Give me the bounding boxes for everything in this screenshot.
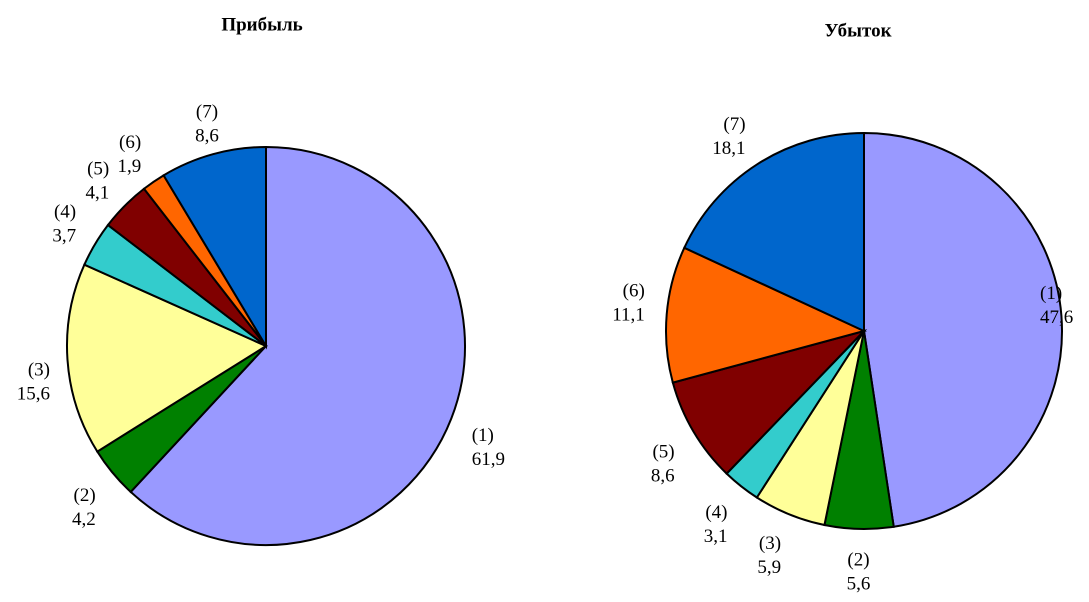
slice-value-label: 4,2	[72, 509, 96, 530]
slice-category: (6)	[623, 281, 645, 302]
slice-value-label: 1,9	[117, 156, 141, 177]
slice-value-label: 3,7	[52, 225, 76, 246]
slice-category: (1)	[472, 425, 494, 446]
chart-title: Прибыль	[221, 14, 302, 35]
pie-slice	[129, 145, 466, 546]
slice-value-label: 5,9	[757, 557, 781, 578]
slice-value-label: 4,1	[85, 183, 109, 204]
pie-slice	[682, 131, 865, 333]
slice-value-label: 61,9	[472, 449, 505, 470]
slice-value-label: 15,6	[17, 384, 50, 405]
pie-slice	[162, 145, 267, 350]
slice-value-label: 18,1	[712, 138, 745, 159]
pie-slice	[665, 246, 867, 384]
slice-value-label: 11,1	[612, 305, 645, 326]
slice-category: (4)	[705, 502, 727, 523]
slice-category: (3)	[759, 533, 781, 554]
slice-value-label: 8,6	[195, 125, 219, 146]
slice-value-label: 8,6	[651, 465, 675, 486]
slice-category: (2)	[847, 549, 869, 570]
pie-slice	[671, 329, 868, 476]
chart-title: Убыток	[824, 20, 891, 41]
pie-slice	[66, 263, 269, 453]
slice-value-label: 47,6	[1040, 307, 1073, 328]
slice-category: (5)	[87, 159, 109, 180]
slice-value-label: 3,1	[704, 526, 728, 547]
slice-category: (4)	[54, 201, 76, 222]
slice-category: (7)	[196, 101, 218, 122]
slice-category: (6)	[119, 132, 141, 153]
slice-category: (1)	[1040, 283, 1062, 304]
pie-slice	[863, 131, 1063, 528]
slice-category: (7)	[723, 114, 745, 135]
slice-category: (2)	[74, 485, 96, 506]
slice-value-label: 5,6	[847, 573, 871, 594]
slice-category: (3)	[28, 360, 50, 381]
slice-category: (5)	[652, 441, 674, 462]
